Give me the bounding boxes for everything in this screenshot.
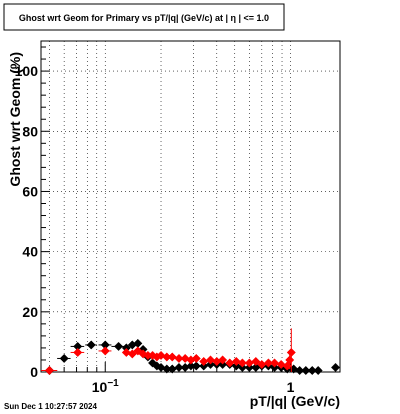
data-point [174, 362, 184, 373]
series-1 [41, 328, 296, 376]
y-tick-label: 40 [22, 244, 38, 260]
title-box-frame [3, 3, 285, 31]
data-point [167, 352, 177, 362]
data-point [174, 353, 184, 364]
data-point [251, 356, 261, 367]
timestamp: Sun Dec 1 10:27:57 2024 [4, 402, 97, 411]
x-axis-title: pT/|q| (GeV/c) [250, 393, 340, 409]
data-point [313, 365, 323, 376]
data-point [73, 347, 83, 357]
y-tick-label: 80 [22, 123, 38, 139]
data-point [191, 353, 201, 364]
series-layer [41, 328, 341, 376]
data-point [191, 361, 201, 371]
data-point [263, 358, 273, 368]
title-box: Ghost wrt Geom for Primary vs pT/|q| (Ge… [3, 3, 285, 31]
data-point [237, 358, 247, 368]
data-point [330, 362, 341, 373]
grid-lines [41, 41, 340, 373]
y-tick-label: 60 [22, 183, 38, 199]
data-point [269, 358, 280, 368]
y-tick-label: 20 [22, 304, 38, 320]
data-point [231, 356, 241, 367]
y-tick-label: 0 [30, 364, 38, 380]
data-point [100, 346, 110, 356]
x-tick-label: 1 [287, 379, 295, 395]
chart-title: Ghost wrt Geom for Primary vs pT/|q| (Ge… [19, 13, 269, 23]
data-point [205, 355, 216, 365]
data-point [276, 359, 286, 370]
data-point [218, 355, 228, 365]
data-point [59, 353, 69, 364]
y-axis-title: Ghost wrt Geom (%) [7, 52, 23, 187]
plot-frame [40, 40, 341, 373]
axes: 0 20 40 60 80 100 10−1 1 [15, 46, 295, 395]
x-tick-label: 10−1 [92, 378, 119, 395]
data-point [295, 365, 305, 376]
data-point [286, 347, 296, 357]
y-tick-label: 100 [15, 63, 39, 79]
data-point [86, 340, 96, 350]
data-point [301, 365, 311, 376]
data-point [114, 341, 124, 351]
data-point [44, 365, 55, 376]
